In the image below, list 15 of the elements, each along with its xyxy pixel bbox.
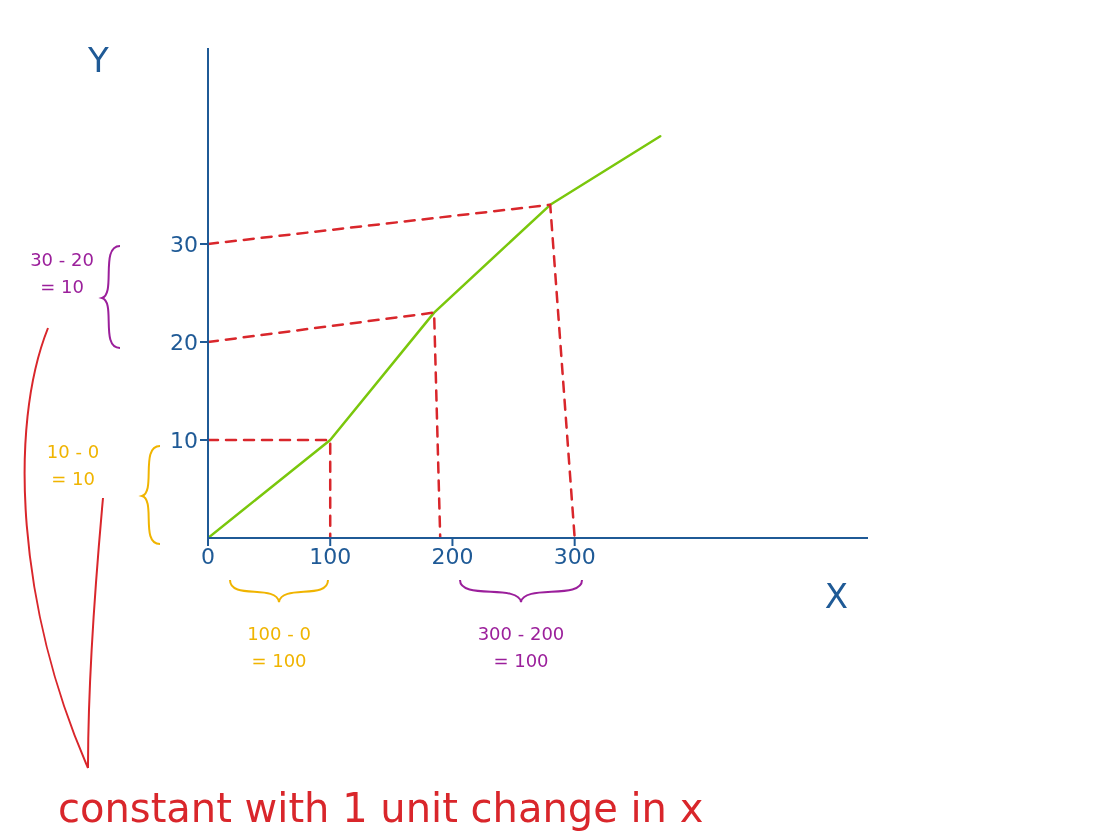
text: 300 - 200 = 100 [476, 622, 566, 673]
x-tick-label: 200 [431, 543, 474, 569]
y-tick-label: 20 [170, 329, 198, 355]
x-axis-title: X [824, 576, 848, 616]
y-tick-label: 10 [170, 427, 198, 453]
text: 30 - 20 = 10 [29, 248, 95, 299]
line-series [208, 134, 662, 538]
y-axis-title: Y [87, 40, 109, 81]
x-tick-label: 300 [553, 543, 596, 569]
text: constant with 1 unit change in x [58, 784, 705, 833]
text: 100 - 0 = 100 [246, 622, 312, 673]
x-tick-label: 100 [309, 543, 352, 569]
x-tick-label: 0 [201, 543, 215, 569]
y-tick-label: 30 [170, 231, 198, 257]
text: 10 - 0 = 10 [45, 440, 101, 491]
